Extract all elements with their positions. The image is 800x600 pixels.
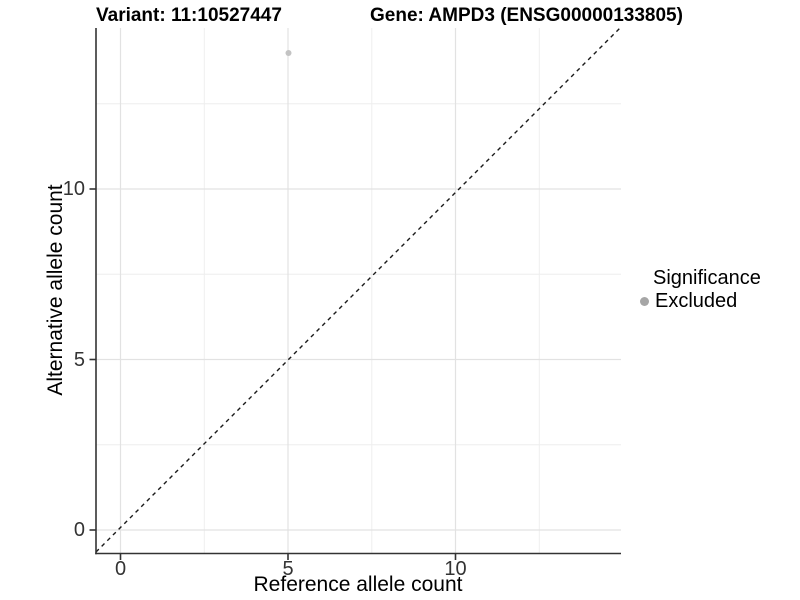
axis-lines xyxy=(95,28,621,555)
legend: Significance Excluded xyxy=(640,268,761,312)
y-tick-label-5: 5 xyxy=(73,348,85,371)
x-tick-label-5: 5 xyxy=(282,558,294,580)
major-gridlines xyxy=(96,28,621,554)
legend-title: Significance xyxy=(653,267,761,289)
gene-title: Gene: AMPD3 (ENSG00000133805) xyxy=(370,5,683,26)
legend-entry-excluded: Excluded xyxy=(640,291,761,312)
variant-title: Variant: 11:10527447 xyxy=(96,5,282,26)
legend-entry-label: Excluded xyxy=(655,290,738,312)
minor-gridlines xyxy=(96,28,621,554)
x-tick-label-0: 0 xyxy=(114,558,127,580)
y-axis-title: Alternative allele count xyxy=(44,184,67,396)
identity-line xyxy=(95,27,621,553)
y-tick-label-0: 0 xyxy=(73,519,85,541)
x-axis-title: Reference allele count xyxy=(253,573,463,596)
y-tick-label-10: 10 xyxy=(62,178,85,200)
data-point-excluded xyxy=(285,50,292,56)
legend-dot-icon xyxy=(640,297,649,306)
axis-ticks xyxy=(89,188,457,560)
x-tick-label-10: 10 xyxy=(444,558,467,580)
